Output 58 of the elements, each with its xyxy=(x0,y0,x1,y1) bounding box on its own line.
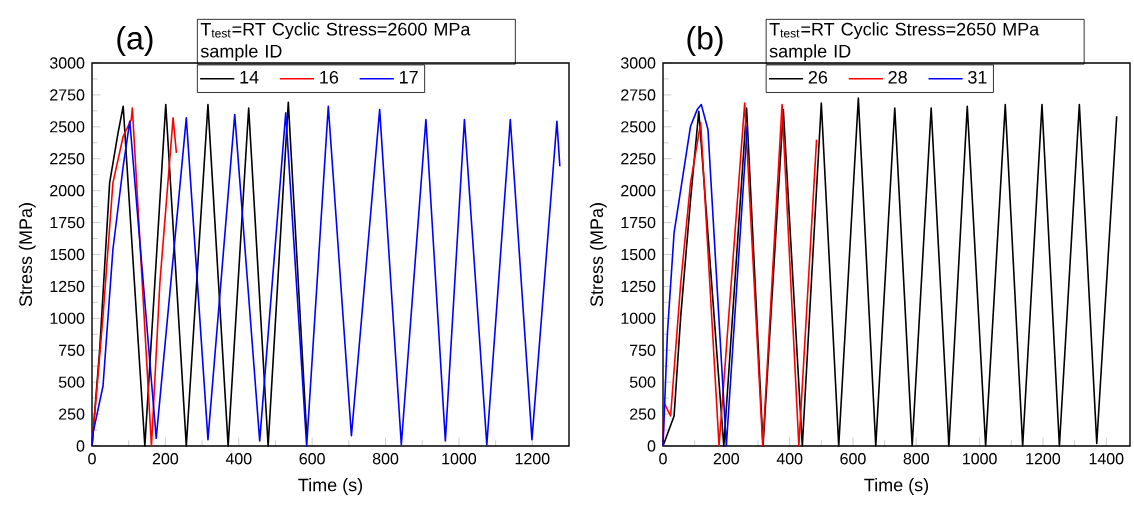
x-tick-label: 1000 xyxy=(442,453,477,465)
x-axis-title: Time (s) xyxy=(298,478,363,495)
y-tick-label: 750 xyxy=(630,344,656,356)
y-tick-label: 1500 xyxy=(50,248,85,261)
y-tick-label: 500 xyxy=(629,376,656,388)
x-tick-label: 0 xyxy=(88,453,96,465)
legend-label: 26 xyxy=(808,70,828,84)
chart-title: (a) xyxy=(117,26,153,56)
legend-label: 16 xyxy=(320,70,339,84)
x-axis-title: Time (s) xyxy=(864,478,929,495)
x-tick-label: 400 xyxy=(776,453,803,465)
y-tick-label: 1250 xyxy=(50,280,85,293)
y-tick-label: 1000 xyxy=(621,312,656,324)
x-tick-label: 1200 xyxy=(1026,453,1061,465)
chart-title: (b) xyxy=(687,26,723,56)
y-tick-label: 1250 xyxy=(621,280,656,293)
y-tick-label: 2000 xyxy=(50,185,85,197)
y-tick-label: 2500 xyxy=(621,121,656,133)
y-tick-label: 2250 xyxy=(621,153,656,165)
line-series xyxy=(662,102,818,447)
line-series xyxy=(91,107,178,447)
y-tick-label: 2250 xyxy=(50,153,85,165)
y-tick-label: 0 xyxy=(76,440,85,452)
x-tick-label: 600 xyxy=(840,453,866,465)
y-tick-label: 1000 xyxy=(50,312,85,324)
x-tick-label: 800 xyxy=(903,453,930,465)
x-tick-label: 1000 xyxy=(963,453,997,465)
y-axis-title: Stress (MPa) xyxy=(18,203,36,307)
legend-label: 31 xyxy=(968,70,987,84)
y-tick-label: 2000 xyxy=(621,185,656,197)
legend-title: T$_{test}$=RT Cyclic Stress=2650 MPa sample ID xyxy=(769,22,1040,62)
y-tick-label: 250 xyxy=(630,408,656,420)
x-tick-label: 400 xyxy=(225,453,252,465)
x-tick-label: 200 xyxy=(713,453,740,465)
y-tick-label: 2500 xyxy=(50,121,85,133)
legend-title: T$_{test}$=RT Cyclic Stress=2600 MPa sample ID xyxy=(200,22,471,62)
y-tick-label: 3000 xyxy=(49,57,85,69)
y-tick-label: 1500 xyxy=(621,248,656,261)
x-tick-label: 1200 xyxy=(515,453,550,465)
legend-label: 14 xyxy=(240,71,259,84)
legend-label: 28 xyxy=(888,70,907,84)
y-tick-label: 750 xyxy=(59,344,85,356)
x-tick-label: 0 xyxy=(659,453,667,465)
y-tick-label: 2750 xyxy=(621,89,656,101)
y-tick-label: 1750 xyxy=(621,216,656,229)
x-tick-label: 600 xyxy=(299,453,325,465)
y-tick-label: 0 xyxy=(647,440,656,452)
x-tick-label: 800 xyxy=(372,453,399,465)
x-tick-label: 200 xyxy=(152,453,179,465)
y-tick-label: 250 xyxy=(59,408,85,420)
y-tick-label: 1750 xyxy=(50,216,85,229)
y-tick-label: 3000 xyxy=(620,57,656,69)
legend-label: 17 xyxy=(400,71,418,84)
y-tick-label: 500 xyxy=(58,376,85,388)
x-tick-label: 1400 xyxy=(1089,453,1124,465)
y-axis-title: Stress (MPa) xyxy=(589,203,607,307)
y-tick-label: 2750 xyxy=(50,89,85,101)
line-series xyxy=(662,103,749,447)
